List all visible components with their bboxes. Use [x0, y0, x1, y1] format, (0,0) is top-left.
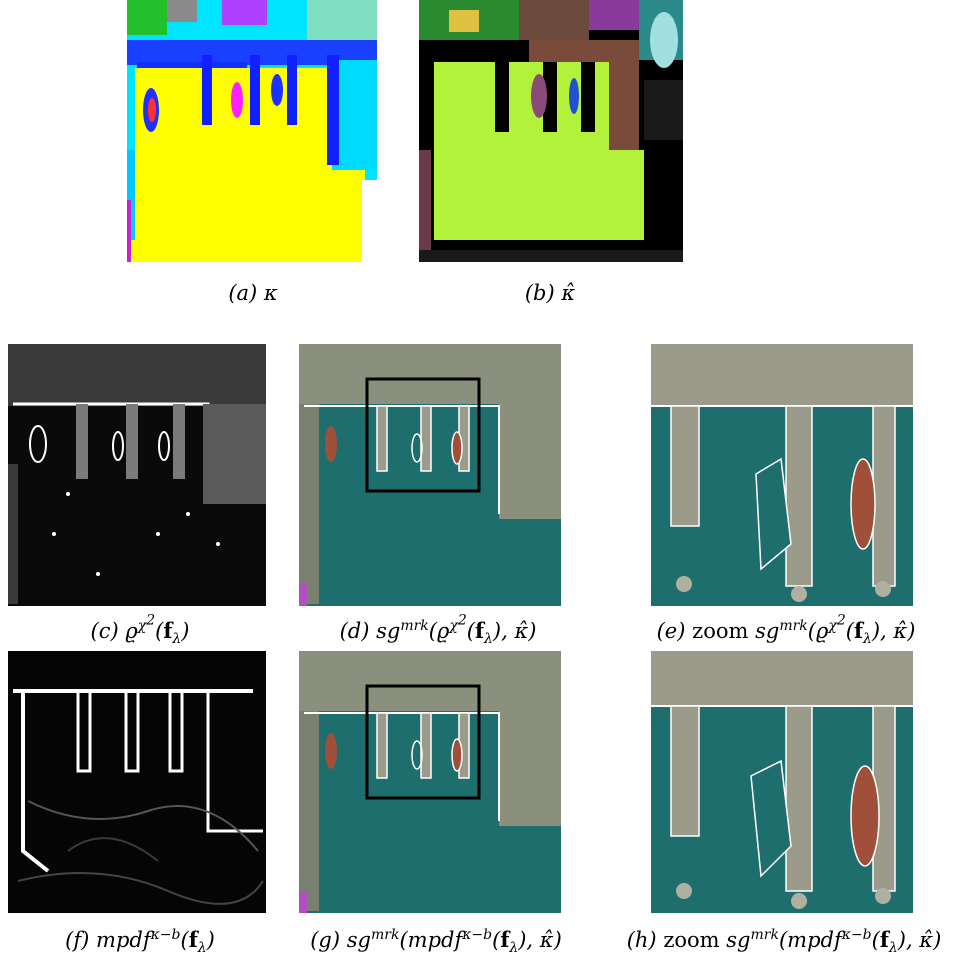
- caption-d: (d) sgmrk(ϱχ2(fλ), κ̂): [339, 612, 537, 648]
- panel-a-kappa-map: [127, 0, 377, 262]
- caption-c: (c) ϱχ2(fλ): [90, 612, 190, 648]
- panel-g-segmentation: [299, 651, 561, 913]
- caption-h: (h) zoom sgmrk(mpdfκ−b(fλ), κ̂): [626, 927, 942, 957]
- panel-d-segmentation: [299, 344, 561, 606]
- panel-f-mpdf-map: [8, 651, 266, 913]
- caption-e: (e) zoom sgmrk(ϱχ2(fλ), κ̂): [656, 612, 916, 648]
- caption-a: (a) κ: [228, 281, 278, 305]
- panel-h-zoom: [651, 651, 913, 913]
- panel-b-kappahat-map: [419, 0, 683, 262]
- caption-f: (f) mpdfκ−b(fλ): [65, 927, 215, 957]
- caption-g: (g) sgmrk(mpdfκ−b(fλ), κ̂): [310, 927, 562, 957]
- caption-b: (b) κ̂: [524, 281, 576, 305]
- panel-c-chi2-map: [8, 344, 266, 606]
- panel-e-zoom: [651, 344, 913, 606]
